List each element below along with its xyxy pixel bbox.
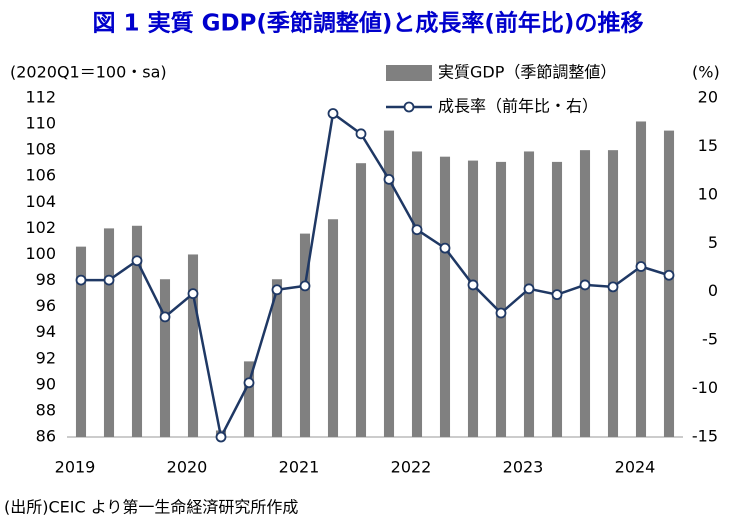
y2-tick-label: -5 bbox=[702, 330, 718, 349]
x-tick-label: 2022 bbox=[391, 458, 432, 477]
legend-swatch bbox=[386, 65, 432, 81]
x-tick-label: 2024 bbox=[615, 458, 656, 477]
x-tick-label: 2021 bbox=[279, 458, 320, 477]
line-marker bbox=[607, 281, 619, 293]
bar bbox=[663, 130, 675, 437]
line-marker bbox=[355, 128, 367, 140]
y2-tick-label: 5 bbox=[708, 233, 718, 252]
y-tick-label: 112 bbox=[25, 88, 56, 107]
bar bbox=[159, 279, 171, 437]
line bbox=[81, 111, 670, 441]
y2-tick-label: 20 bbox=[698, 88, 718, 107]
line-marker bbox=[495, 307, 507, 319]
y-tick-label: 98 bbox=[36, 270, 56, 289]
y2-tick-label: 10 bbox=[698, 184, 718, 203]
line-marker bbox=[579, 279, 591, 291]
line-marker bbox=[411, 224, 423, 236]
line-marker bbox=[103, 274, 115, 286]
line-marker bbox=[523, 283, 535, 295]
y-tick-label: 106 bbox=[25, 166, 56, 185]
bar bbox=[635, 121, 647, 437]
y-tick-label: 96 bbox=[36, 296, 56, 315]
y-tick-label: 90 bbox=[36, 374, 56, 393]
y-tick-label: 108 bbox=[25, 140, 56, 159]
line-marker bbox=[467, 279, 479, 291]
bar bbox=[383, 130, 395, 437]
bar bbox=[327, 219, 339, 437]
y-tick-label: 100 bbox=[25, 244, 56, 263]
y2-tick-label: 0 bbox=[708, 281, 718, 300]
line-marker bbox=[131, 255, 143, 267]
bar bbox=[271, 279, 283, 437]
legend-label: 実質GDP（季節調整値） bbox=[438, 63, 616, 82]
bar bbox=[243, 361, 255, 437]
bar bbox=[607, 150, 619, 437]
y2-tick-label: -10 bbox=[692, 378, 718, 397]
source-note: (出所)CEIC より第一生命経済研究所作成 bbox=[4, 498, 298, 517]
bar bbox=[299, 233, 311, 437]
line-marker bbox=[75, 274, 87, 286]
bar bbox=[355, 163, 367, 437]
y-tick-label: 104 bbox=[25, 192, 56, 211]
bar bbox=[523, 151, 535, 437]
line-marker bbox=[663, 269, 675, 281]
line-marker bbox=[243, 377, 255, 389]
line-marker bbox=[187, 288, 199, 300]
x-tick-label: 2019 bbox=[55, 458, 96, 477]
y-tick-label: 92 bbox=[36, 348, 56, 367]
y-tick-label: 88 bbox=[36, 400, 56, 419]
bar bbox=[411, 151, 423, 437]
bar bbox=[495, 161, 507, 437]
y2-tick-label: 15 bbox=[698, 136, 718, 155]
line-marker bbox=[159, 311, 171, 323]
y2-tick-label: -15 bbox=[692, 427, 718, 446]
line-marker bbox=[299, 280, 311, 292]
y-tick-label: 110 bbox=[25, 114, 56, 133]
legend-marker bbox=[403, 101, 415, 113]
line-marker bbox=[271, 284, 283, 296]
y2-axis-label: (%) bbox=[692, 63, 720, 82]
x-tick-label: 2023 bbox=[503, 458, 544, 477]
bar bbox=[439, 156, 451, 437]
y-tick-label: 102 bbox=[25, 218, 56, 237]
line-marker bbox=[439, 242, 451, 254]
bar bbox=[75, 246, 87, 437]
line-marker bbox=[383, 173, 395, 185]
chart-title: 図 1 実質 GDP(季節調整値)と成長率(前年比)の推移 bbox=[93, 10, 644, 37]
line-marker bbox=[215, 431, 227, 443]
line-marker bbox=[635, 261, 647, 272]
bar bbox=[187, 254, 199, 437]
bar bbox=[103, 228, 115, 437]
y-tick-label: 94 bbox=[36, 322, 56, 341]
bar bbox=[467, 160, 479, 438]
legend-label: 成長率（前年比・右） bbox=[438, 97, 598, 116]
x-tick-label: 2020 bbox=[167, 458, 208, 477]
bar bbox=[131, 225, 143, 437]
y-tick-label: 86 bbox=[36, 427, 56, 446]
bar bbox=[579, 150, 591, 437]
y-axis-label: (2020Q1＝100・sa) bbox=[10, 63, 167, 82]
line-marker bbox=[551, 289, 563, 301]
line-marker bbox=[327, 108, 339, 119]
